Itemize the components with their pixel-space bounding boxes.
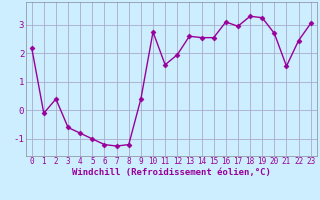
X-axis label: Windchill (Refroidissement éolien,°C): Windchill (Refroidissement éolien,°C) [72, 168, 271, 177]
